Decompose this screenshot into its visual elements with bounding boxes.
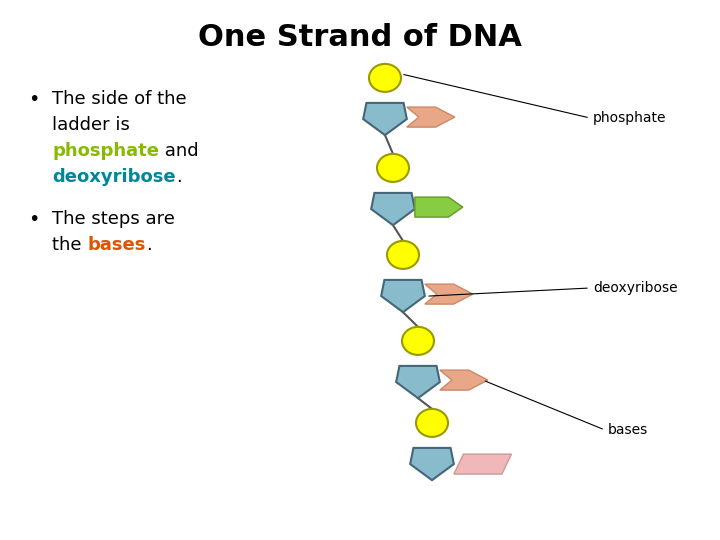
Text: bases: bases	[87, 236, 145, 254]
Text: and: and	[159, 142, 199, 160]
Text: The steps are: The steps are	[52, 210, 175, 228]
Polygon shape	[363, 103, 407, 135]
Polygon shape	[372, 193, 415, 225]
Text: deoxyribose: deoxyribose	[52, 168, 176, 186]
Text: .: .	[145, 236, 151, 254]
Ellipse shape	[377, 154, 409, 182]
Ellipse shape	[416, 409, 448, 437]
Polygon shape	[410, 448, 454, 480]
Text: •: •	[28, 90, 40, 109]
Ellipse shape	[402, 327, 434, 355]
Polygon shape	[425, 284, 473, 304]
Polygon shape	[440, 370, 488, 390]
Text: ladder is: ladder is	[52, 116, 130, 134]
Ellipse shape	[369, 64, 401, 92]
Text: bases: bases	[608, 423, 648, 437]
Polygon shape	[381, 280, 425, 312]
Polygon shape	[407, 107, 455, 127]
Text: •: •	[28, 210, 40, 229]
Polygon shape	[415, 197, 463, 217]
Text: The side of the: The side of the	[52, 90, 186, 108]
Polygon shape	[454, 454, 511, 474]
Text: deoxyribose: deoxyribose	[593, 281, 678, 295]
Text: the: the	[52, 236, 87, 254]
Text: One Strand of DNA: One Strand of DNA	[198, 24, 522, 52]
Ellipse shape	[387, 241, 419, 269]
Text: phosphate: phosphate	[52, 142, 159, 160]
Polygon shape	[396, 366, 440, 398]
Text: .: .	[176, 168, 181, 186]
Text: phosphate: phosphate	[593, 111, 667, 125]
